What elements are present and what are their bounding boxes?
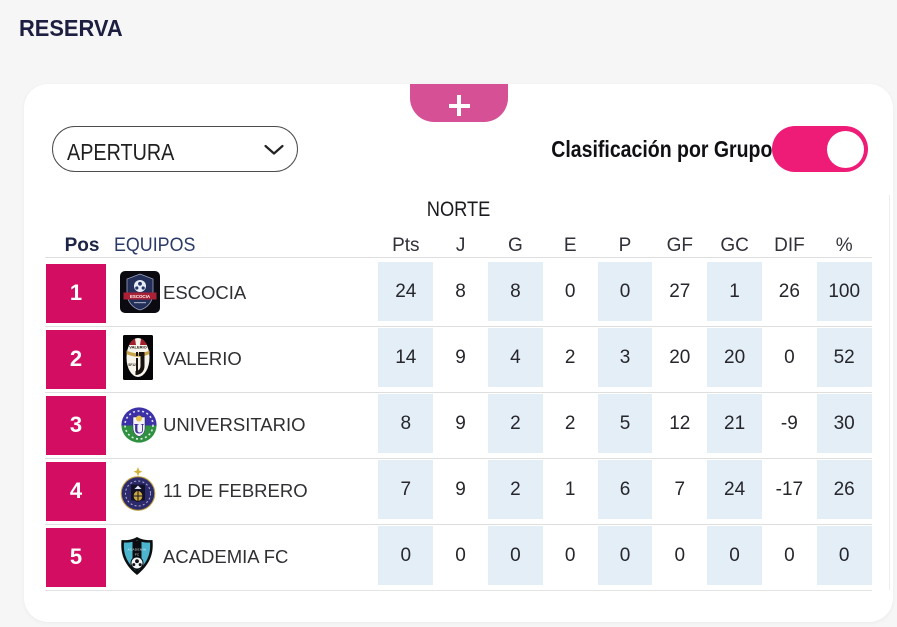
svg-text:VALERIO: VALERIO	[129, 345, 146, 350]
svg-text:FC: FC	[135, 553, 140, 557]
svg-text:ACADEMIA: ACADEMIA	[128, 548, 147, 552]
svg-text:ESCOCIA: ESCOCIA	[129, 294, 150, 299]
svg-text:SF12: SF12	[128, 363, 136, 367]
svg-text:U: U	[134, 422, 145, 438]
